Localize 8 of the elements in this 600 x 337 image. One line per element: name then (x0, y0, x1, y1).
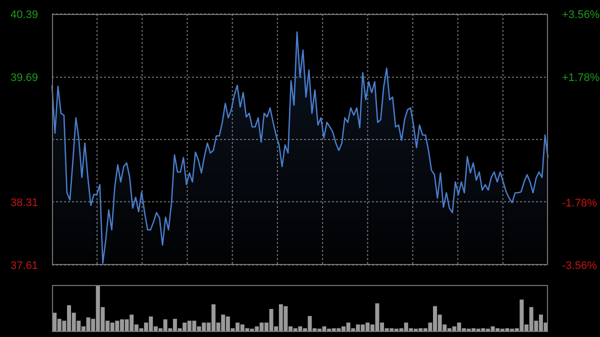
y-tick-label: 40.39 (10, 9, 38, 21)
y-tick-label: 37.61 (10, 260, 38, 272)
y2-tick-label: -1.78% (562, 197, 598, 210)
y-tick-label: 38.31 (10, 196, 38, 209)
y2-tick-label: +1.78% (562, 72, 600, 84)
y2-tick-label: +3.56% (562, 9, 600, 21)
y2-tick-label: -3.56% (562, 260, 598, 272)
y-tick-label: 39.69 (10, 72, 38, 84)
